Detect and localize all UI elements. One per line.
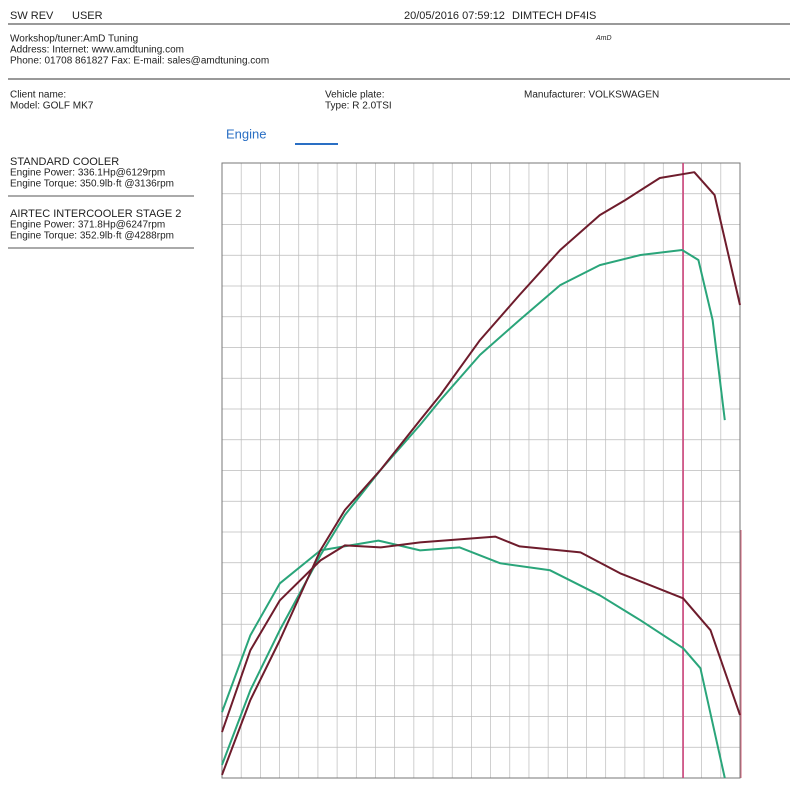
torque-curve — [221, 535, 741, 733]
legend-name: AIRTEC INTERCOOLER STAGE 2 — [10, 208, 181, 220]
plot-frame — [221, 162, 741, 779]
chart-title: Engine — [226, 126, 266, 141]
manufacturer: Manufacturer: VOLKSWAGEN — [524, 90, 659, 101]
user: USER — [72, 10, 103, 22]
torque-curve — [221, 539, 726, 779]
legend-name: STANDARD COOLER — [10, 156, 119, 168]
type: Type: R 2.0TSI — [325, 101, 392, 112]
sw-rev: SW REV — [10, 10, 54, 22]
datetime: 20/05/2016 07:59:12 — [404, 10, 505, 22]
logo: AmD — [595, 35, 612, 42]
address: Address: Internet: www.amdtuning.com — [10, 45, 184, 56]
device: DIMTECH DF4IS — [512, 10, 596, 22]
power-curve — [221, 171, 741, 776]
legend-torque: Engine Torque: 352.9lb·ft @4288rpm — [10, 231, 174, 242]
legend-power: Engine Power: 336.1Hp@6129rpm — [10, 168, 165, 179]
legend-torque: Engine Torque: 350.9lb·ft @3136rpm — [10, 179, 174, 190]
legend-power: Engine Power: 371.8Hp@6247rpm — [10, 220, 165, 231]
workshop: Workshop/tuner:AmD Tuning — [10, 34, 138, 45]
power-curve — [221, 249, 726, 766]
client-name: Client name: — [10, 90, 66, 101]
phone: Phone: 01708 861827 Fax: E-mail: sales@a… — [10, 56, 269, 67]
model: Model: GOLF MK7 — [10, 101, 94, 112]
vehicle-plate: Vehicle plate: — [325, 90, 385, 101]
